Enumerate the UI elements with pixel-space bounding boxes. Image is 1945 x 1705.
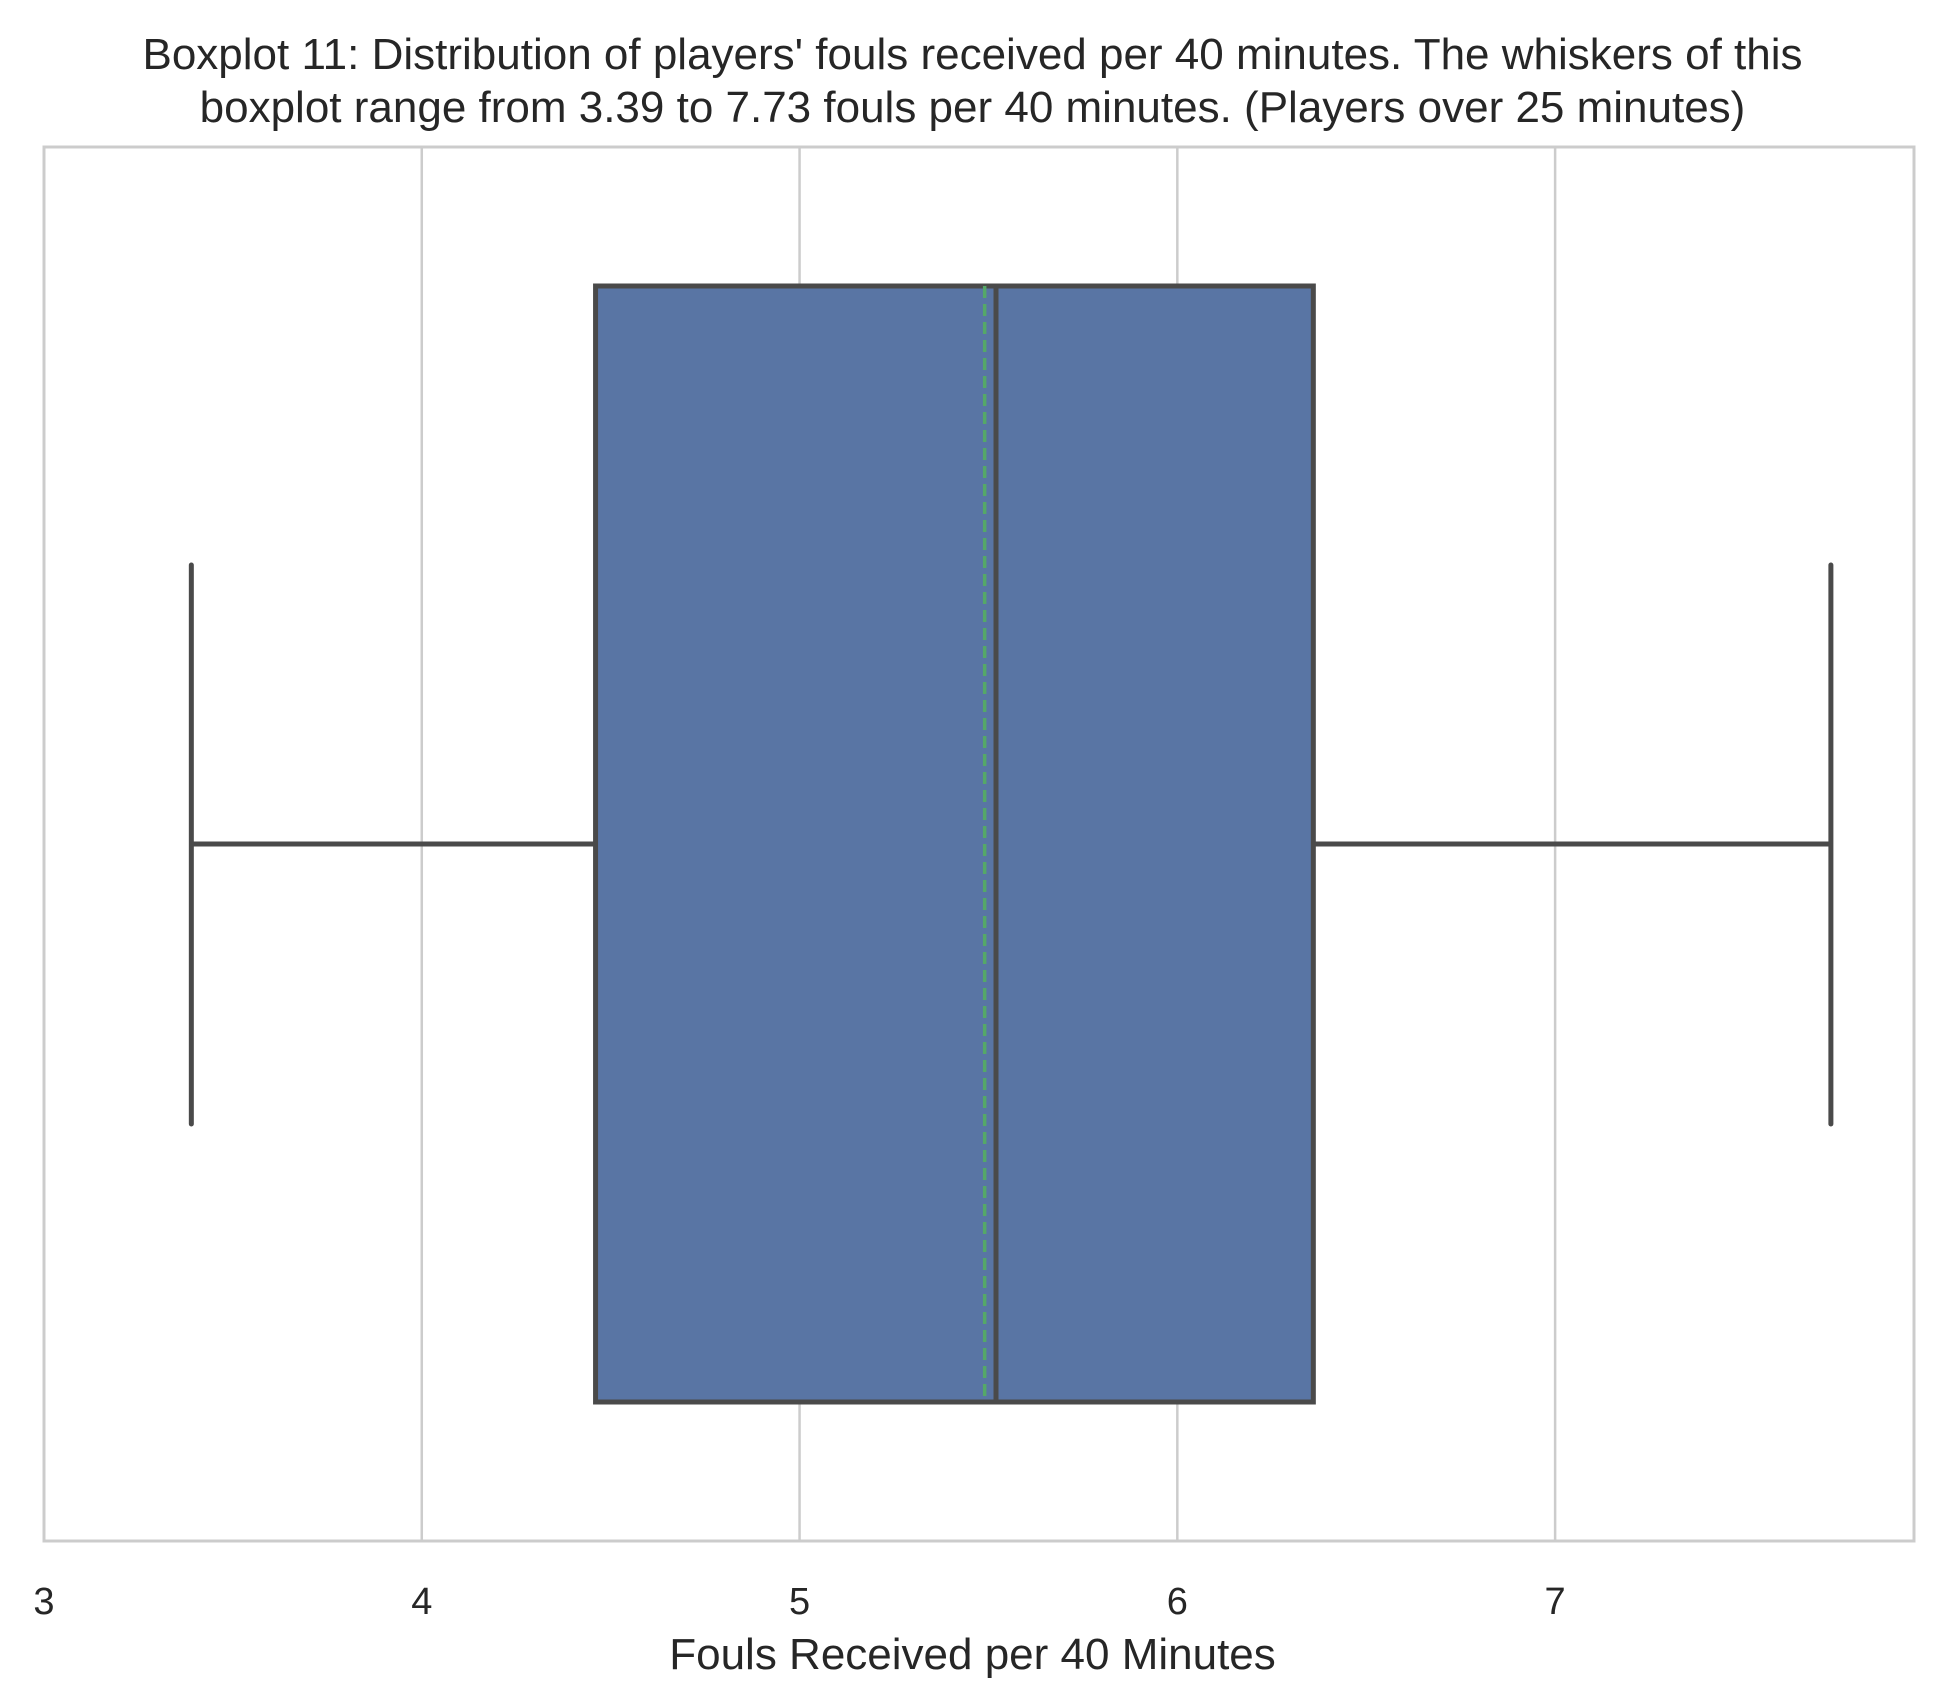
x-tick-label-6: 6 <box>1167 1581 1188 1623</box>
x-tick-labels: 3 4 5 6 7 <box>33 1581 1565 1623</box>
iqr-box <box>593 283 1316 1405</box>
x-tick-label-7: 7 <box>1545 1581 1566 1623</box>
x-tick-label-4: 4 <box>411 1581 432 1623</box>
x-axis-label: Fouls Received per 40 Minutes <box>669 1630 1276 1679</box>
plot-frame <box>42 145 1916 1543</box>
x-tick-label-5: 5 <box>789 1581 810 1623</box>
chart-title-line-2: boxplot range from 3.39 to 7.73 fouls pe… <box>199 83 1746 132</box>
chart-title-line-1: Boxplot 11: Distribution of players' fou… <box>142 30 1803 79</box>
x-tick-label-3: 3 <box>33 1581 54 1623</box>
box-group <box>188 283 1834 1405</box>
